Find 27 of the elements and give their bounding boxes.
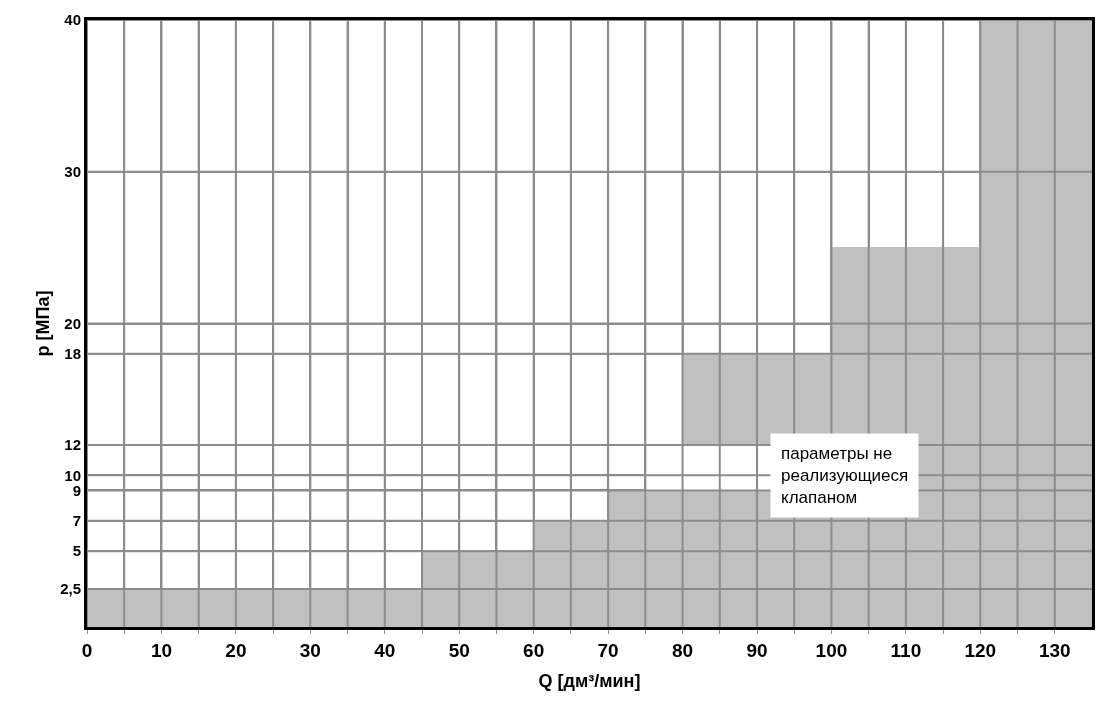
- y-tick-label: 30: [64, 163, 81, 180]
- y-tick-label: 7: [72, 512, 81, 530]
- y-tick-label: 20: [64, 314, 81, 332]
- x-tick-label: 50: [448, 639, 470, 661]
- y-tick-label: 10: [64, 466, 81, 484]
- x-tick-label: 30: [299, 639, 321, 661]
- x-tick-label: 130: [1038, 639, 1071, 661]
- y-tick-label: 5: [72, 542, 81, 560]
- x-tick-label: 110: [890, 639, 922, 661]
- x-tick-label: 90: [746, 639, 768, 661]
- y-tick-label: 2,5: [60, 580, 81, 598]
- x-tick-label: 70: [597, 639, 619, 661]
- x-tick-label: 20: [225, 639, 247, 661]
- x-tick-label: 40: [374, 639, 396, 661]
- y-axis-title: p [МПа]: [33, 290, 54, 357]
- x-tick-label: 0: [81, 639, 93, 661]
- x-tick-label: 10: [150, 639, 173, 661]
- x-tick-label: 60: [523, 639, 545, 661]
- annotation: параметры не реализующиеся клапаном: [781, 444, 909, 508]
- y-tick-label: 12: [64, 436, 81, 454]
- x-axis-title: Q [дм³/мин]: [538, 670, 641, 691]
- x-tick-label: 100: [815, 639, 848, 661]
- x-tick-label: 80: [671, 639, 694, 661]
- x-tick-label: 120: [964, 639, 997, 661]
- y-tick-label: 18: [64, 345, 81, 363]
- y-tick-label: 40: [64, 11, 81, 29]
- y-tick-label: 9: [72, 481, 81, 499]
